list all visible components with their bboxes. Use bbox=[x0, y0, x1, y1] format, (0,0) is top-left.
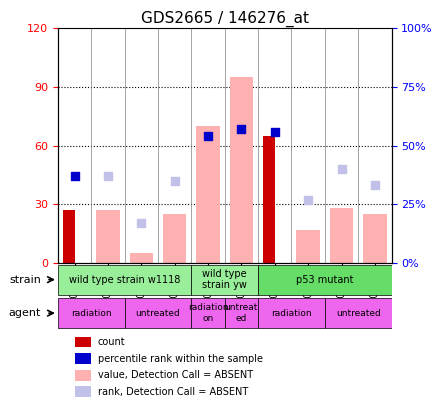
FancyBboxPatch shape bbox=[191, 264, 258, 295]
Text: p53 mutant: p53 mutant bbox=[296, 275, 354, 285]
Bar bbox=[75, 337, 91, 347]
Point bbox=[372, 182, 379, 189]
FancyBboxPatch shape bbox=[258, 298, 325, 328]
Text: count: count bbox=[98, 337, 125, 347]
FancyBboxPatch shape bbox=[325, 298, 392, 328]
Bar bbox=[163, 214, 186, 263]
Bar bbox=[75, 370, 91, 381]
Bar bbox=[75, 353, 91, 364]
Point bbox=[205, 133, 212, 139]
Point bbox=[305, 196, 312, 203]
Bar bbox=[129, 253, 153, 263]
Bar bbox=[330, 208, 353, 263]
Text: strain: strain bbox=[9, 275, 41, 285]
FancyBboxPatch shape bbox=[125, 298, 191, 328]
Text: radiation
on: radiation on bbox=[188, 303, 228, 323]
Point bbox=[338, 166, 345, 172]
Text: rank, Detection Call = ABSENT: rank, Detection Call = ABSENT bbox=[98, 386, 248, 396]
Point bbox=[138, 220, 145, 226]
Bar bbox=[63, 210, 75, 263]
Text: wild type
strain yw: wild type strain yw bbox=[202, 269, 247, 290]
Point bbox=[104, 173, 111, 179]
FancyBboxPatch shape bbox=[58, 298, 125, 328]
Text: untreated: untreated bbox=[136, 309, 180, 318]
Text: untreat
ed: untreat ed bbox=[225, 303, 258, 323]
Bar bbox=[75, 386, 91, 397]
Bar bbox=[263, 136, 275, 263]
Text: radiation: radiation bbox=[71, 309, 112, 318]
Point bbox=[171, 177, 178, 184]
Bar bbox=[96, 210, 120, 263]
FancyBboxPatch shape bbox=[58, 264, 191, 295]
FancyBboxPatch shape bbox=[258, 264, 392, 295]
Text: value, Detection Call = ABSENT: value, Detection Call = ABSENT bbox=[98, 371, 253, 380]
Bar bbox=[196, 126, 220, 263]
Point bbox=[238, 126, 245, 132]
Text: wild type strain w1118: wild type strain w1118 bbox=[69, 275, 180, 285]
FancyBboxPatch shape bbox=[191, 298, 225, 328]
Bar bbox=[230, 77, 253, 263]
Text: radiation: radiation bbox=[271, 309, 312, 318]
Text: agent: agent bbox=[9, 308, 41, 318]
FancyBboxPatch shape bbox=[225, 298, 258, 328]
Bar bbox=[363, 214, 387, 263]
Point bbox=[71, 173, 78, 179]
Text: percentile rank within the sample: percentile rank within the sample bbox=[98, 354, 263, 364]
Text: untreated: untreated bbox=[336, 309, 380, 318]
Bar bbox=[296, 230, 320, 263]
Point bbox=[271, 128, 279, 135]
Title: GDS2665 / 146276_at: GDS2665 / 146276_at bbox=[141, 11, 309, 27]
